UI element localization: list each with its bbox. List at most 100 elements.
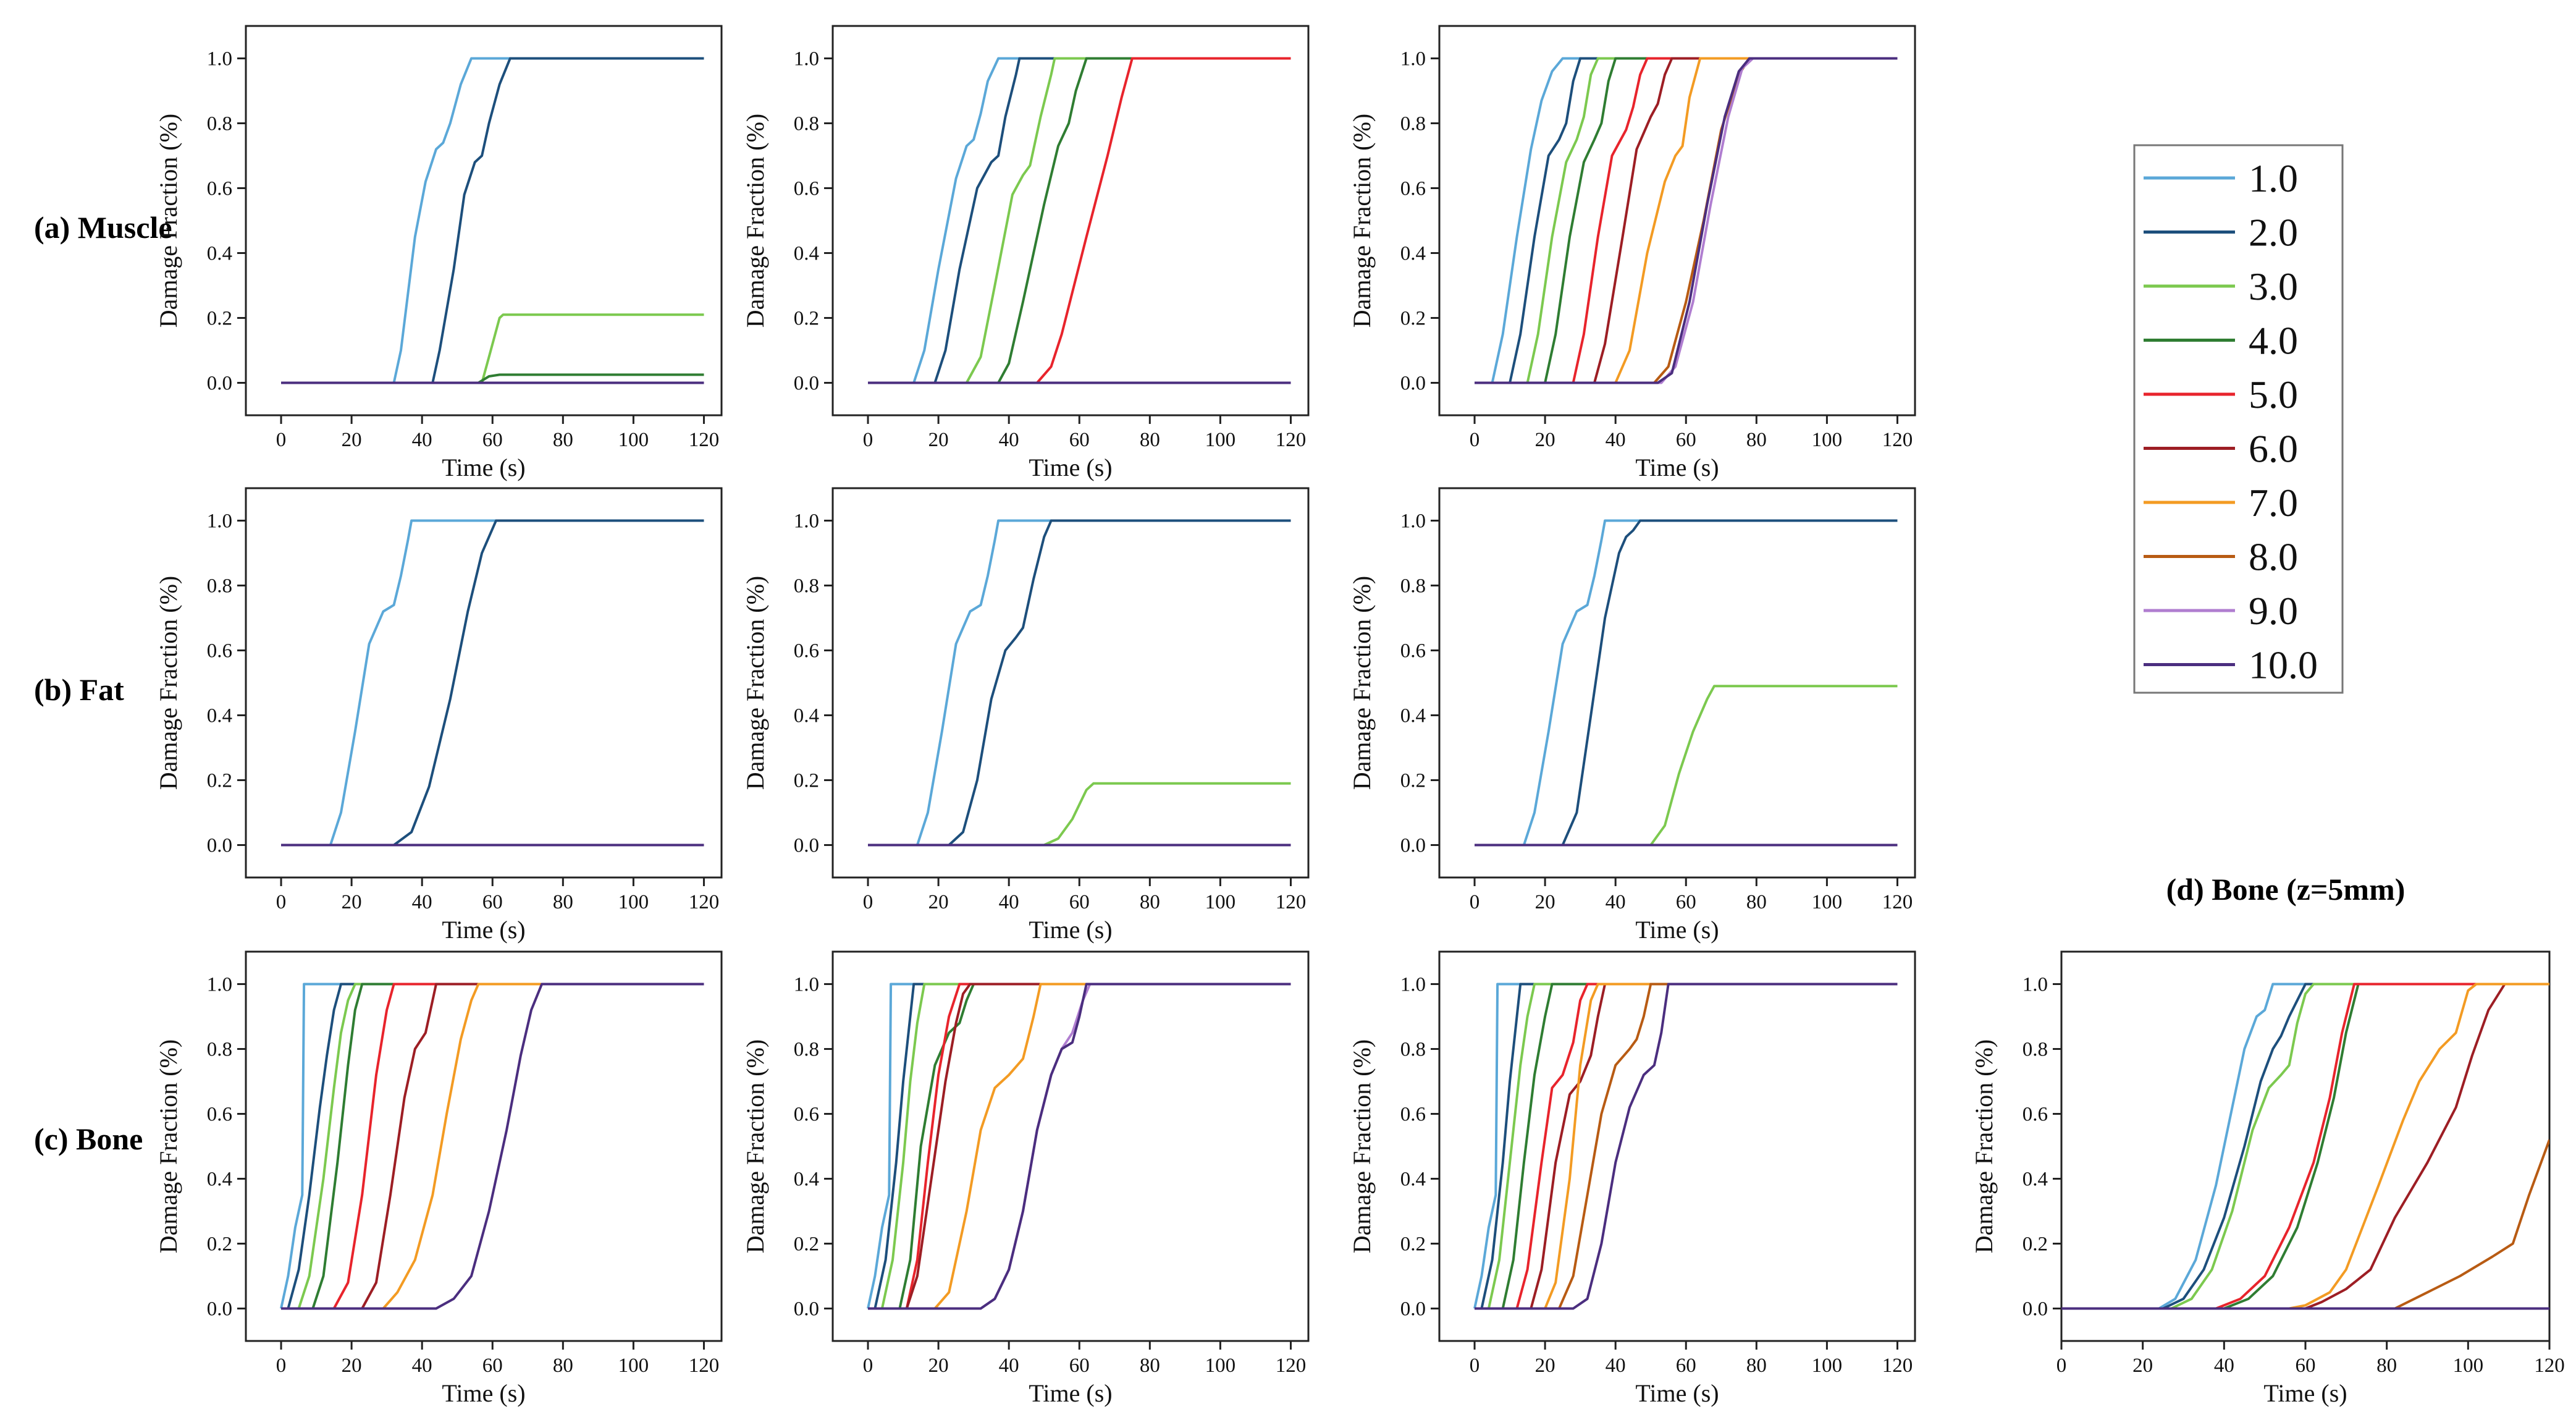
y-tick-label: 0.6 xyxy=(1400,640,1426,662)
legend-label: 1.0 xyxy=(2249,156,2298,200)
series-line-4.0 xyxy=(281,983,704,1310)
y-tick-label: 0.4 xyxy=(207,705,232,727)
y-tick-label: 0.0 xyxy=(207,835,232,857)
y-axis-label: Damage Fraction (%) xyxy=(741,1039,769,1254)
y-tick-label: 0.6 xyxy=(794,640,819,662)
y-tick-label: 0.0 xyxy=(1400,835,1426,857)
x-tick-label: 120 xyxy=(1276,1355,1307,1377)
y-tick-label: 0.4 xyxy=(794,1169,819,1191)
y-tick-label: 0.4 xyxy=(1400,1169,1426,1191)
x-axis-label: Time (s) xyxy=(1029,1379,1112,1407)
y-axis-label: Damage Fraction (%) xyxy=(1970,1039,1998,1254)
x-tick-label: 40 xyxy=(999,1355,1019,1377)
series-line-3.0 xyxy=(281,983,704,1310)
y-tick-label: 0.4 xyxy=(794,705,819,727)
chart-panel-a1: 0 20 40 60 80 100 120 0.0 0.2 0.4 0.6 0.8 1.0 Time (s… xyxy=(154,25,723,481)
y-axis-label: Damage Fraction (%) xyxy=(741,114,769,328)
x-tick-label: 80 xyxy=(1746,429,1767,451)
x-tick-label: 100 xyxy=(618,1355,649,1377)
chart-panel-b2: 0 20 40 60 80 100 120 0.0 0.2 0.4 0.6 0.8 1.0 Time (s… xyxy=(741,487,1310,944)
x-tick-label: 120 xyxy=(689,1355,720,1377)
y-tick-label: 0.6 xyxy=(207,178,232,200)
plot-frame xyxy=(1438,950,1916,1342)
x-tick-label: 0 xyxy=(863,891,873,913)
y-axis-label: Damage Fraction (%) xyxy=(1348,576,1376,790)
x-tick-label: 40 xyxy=(999,429,1019,451)
series-line-3.0 xyxy=(868,57,1291,384)
x-tick-label: 120 xyxy=(1276,429,1307,451)
x-tick-label: 60 xyxy=(1676,1355,1696,1377)
plot-frame xyxy=(1438,487,1916,879)
row-label-bone: (c) Bone xyxy=(34,1122,143,1156)
series-line-2.0 xyxy=(281,57,704,384)
series-line-1.0 xyxy=(1473,983,1898,1309)
x-tick-label: 100 xyxy=(1205,891,1236,913)
x-tick-label: 0 xyxy=(1470,429,1480,451)
series-line-7.0 xyxy=(868,983,1291,1310)
chart-panel-b3: 0 20 40 60 80 100 120 0.0 0.2 0.4 0.6 0.8 1.0 Time (s… xyxy=(1348,487,1916,944)
y-tick-label: 0.0 xyxy=(207,373,232,395)
series-line-6.0 xyxy=(868,983,1291,1310)
y-tick-label: 0.8 xyxy=(794,113,819,135)
y-tick-label: 1.0 xyxy=(1400,48,1426,70)
y-tick-label: 0.8 xyxy=(207,1039,232,1061)
chart-panel-d: 0 20 40 60 80 100 120 0.0 0.2 0.4 0.6 0.8 1.0 Time (s… xyxy=(1970,950,2565,1407)
plot-frame xyxy=(1438,25,1916,417)
panel-d-title: (d) Bone (z=5mm) xyxy=(2166,872,2406,907)
x-axis-label: Time (s) xyxy=(1635,1379,1719,1407)
x-axis-label: Time (s) xyxy=(1635,454,1719,481)
series-line-6.0 xyxy=(1475,57,1898,384)
x-tick-label: 120 xyxy=(689,891,720,913)
series-line-5.0 xyxy=(1475,983,1898,1310)
legend-label: 8.0 xyxy=(2249,535,2298,579)
x-tick-label: 0 xyxy=(276,1355,287,1377)
x-axis-label: Time (s) xyxy=(1029,454,1112,481)
series-line-3.0 xyxy=(1475,685,1898,847)
series-line-8.0 xyxy=(1475,983,1898,1310)
legend-label: 2.0 xyxy=(2249,211,2298,255)
x-axis-label: Time (s) xyxy=(442,916,525,944)
y-axis-label: Damage Fraction (%) xyxy=(1348,114,1376,328)
y-tick-label: 0.2 xyxy=(1400,770,1426,792)
y-tick-label: 0.8 xyxy=(207,575,232,598)
series-line-7.0 xyxy=(1475,57,1898,384)
y-tick-label: 0.0 xyxy=(1400,373,1426,395)
y-tick-label: 0.8 xyxy=(1400,113,1426,135)
y-tick-label: 0.2 xyxy=(207,1233,232,1256)
y-tick-label: 1.0 xyxy=(2022,974,2048,996)
series-line-1.0 xyxy=(1475,57,1898,384)
x-tick-label: 120 xyxy=(1882,429,1913,451)
x-tick-label: 60 xyxy=(1069,429,1090,451)
x-tick-label: 60 xyxy=(482,1355,503,1377)
x-tick-label: 40 xyxy=(412,1355,432,1377)
y-axis-label: Damage Fraction (%) xyxy=(154,1039,182,1254)
x-tick-label: 60 xyxy=(1676,429,1696,451)
series-line-2.0 xyxy=(1475,983,1898,1310)
y-tick-label: 0.4 xyxy=(794,243,819,265)
x-tick-label: 60 xyxy=(482,429,503,451)
y-tick-label: 0.2 xyxy=(794,770,819,792)
series-line-7.0 xyxy=(1475,983,1898,1310)
y-axis-label: Damage Fraction (%) xyxy=(1348,1039,1376,1254)
x-tick-label: 100 xyxy=(1812,891,1843,913)
y-tick-label: 0.4 xyxy=(207,1169,232,1191)
y-tick-label: 1.0 xyxy=(207,510,232,533)
x-tick-label: 20 xyxy=(1535,1355,1555,1377)
x-axis-label: Time (s) xyxy=(2263,1379,2347,1407)
series-line-1.0 xyxy=(868,519,1291,847)
row-label-muscle: (a) Muscle xyxy=(34,210,172,245)
series-group xyxy=(868,519,1291,847)
series-line-1.0 xyxy=(280,983,704,1309)
x-tick-label: 0 xyxy=(276,891,287,913)
plot-frame xyxy=(831,950,1310,1342)
x-tick-label: 100 xyxy=(1205,1355,1236,1377)
x-tick-label: 40 xyxy=(412,891,432,913)
series-line-3.0 xyxy=(281,313,704,384)
y-tick-label: 0.6 xyxy=(794,1104,819,1126)
x-tick-label: 60 xyxy=(1676,891,1696,913)
x-tick-label: 0 xyxy=(2056,1355,2067,1377)
y-tick-label: 0.0 xyxy=(207,1298,232,1321)
x-tick-label: 20 xyxy=(928,429,949,451)
plot-frame xyxy=(245,487,723,879)
series-line-1.0 xyxy=(1475,519,1898,847)
